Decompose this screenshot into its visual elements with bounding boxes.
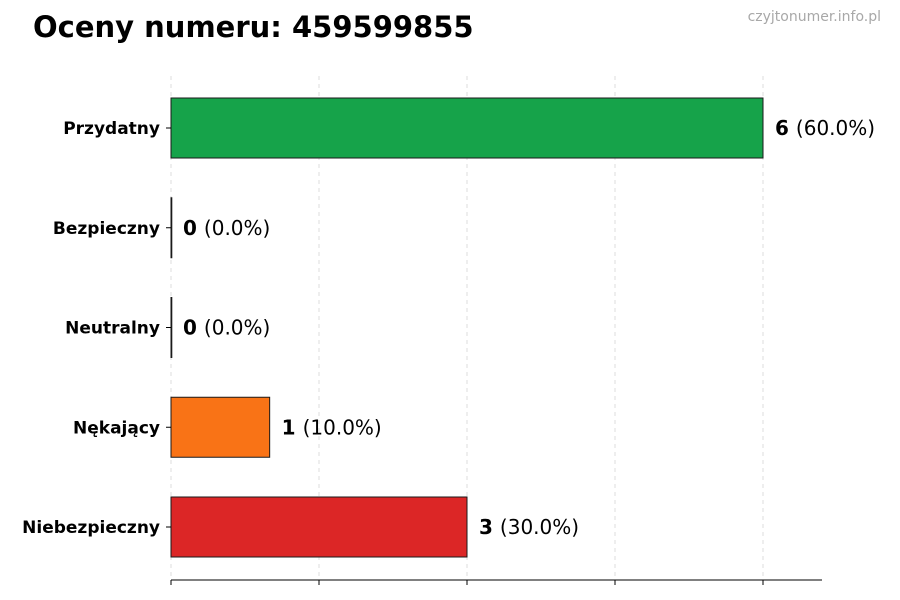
value-label: 1 (10.0%) xyxy=(282,415,382,439)
category-label: Bezpieczny xyxy=(53,219,160,239)
category-label: Przydatny xyxy=(63,119,160,139)
value-count: 0 xyxy=(183,216,197,240)
value-label: 0 (0.0%) xyxy=(183,216,270,240)
axes xyxy=(166,127,822,585)
bar xyxy=(170,197,173,259)
value-count: 6 xyxy=(775,116,789,140)
value-label: 0 (0.0%) xyxy=(183,316,270,340)
chart-title: Oceny numeru: 459599855 xyxy=(33,10,474,44)
value-count: 0 xyxy=(183,316,197,340)
bar xyxy=(170,297,173,358)
value-percent: (30.0%) xyxy=(500,515,579,539)
bar xyxy=(170,496,468,558)
value-count: 1 xyxy=(282,415,296,439)
value-percent: (0.0%) xyxy=(204,216,270,240)
value-percent: (60.0%) xyxy=(796,116,875,140)
value-count: 3 xyxy=(479,515,493,539)
value-percent: (0.0%) xyxy=(204,316,270,340)
value-percent: (10.0%) xyxy=(303,415,382,439)
value-label: 3 (30.0%) xyxy=(479,515,579,539)
category-label: Neutralny xyxy=(65,319,160,339)
category-label: Niebezpieczny xyxy=(22,518,160,538)
value-label: 6 (60.0%) xyxy=(775,116,875,140)
watermark: czyjtonumer.info.pl xyxy=(747,9,881,25)
category-label: Nękający xyxy=(73,418,160,438)
bar xyxy=(170,396,271,458)
labels: Przydatny 6 (60.0%) Bezpieczny 0 (0.0%) Neutra… xyxy=(22,116,875,539)
bar xyxy=(170,97,764,159)
bars xyxy=(170,97,764,558)
